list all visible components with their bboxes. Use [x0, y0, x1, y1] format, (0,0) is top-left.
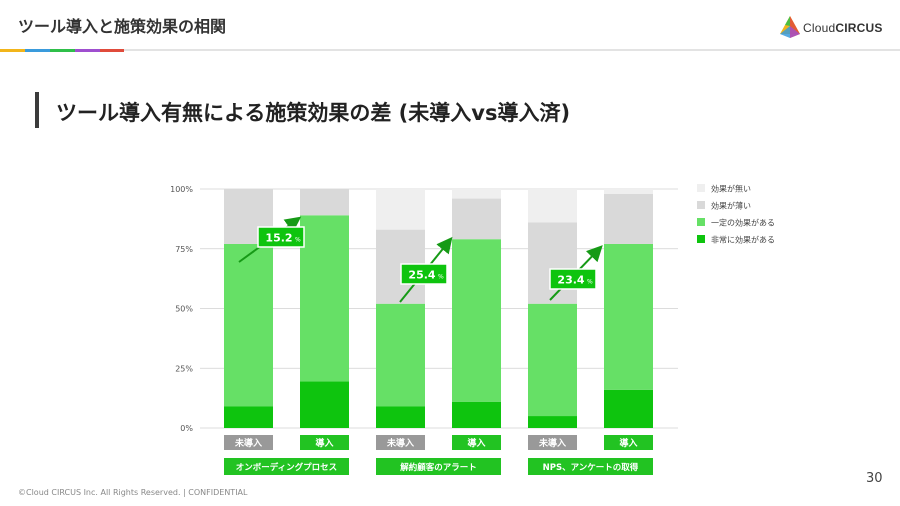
bar-label: 未導入 — [386, 437, 414, 449]
accent-bar-1 — [0, 49, 25, 52]
bar-segment-very — [604, 389, 653, 428]
bar-label: 導入 — [467, 437, 485, 449]
legend-label: 効果が薄い — [711, 201, 751, 211]
y-tick-label: 100% — [170, 185, 193, 194]
bar-label: 未導入 — [234, 437, 262, 449]
bar-segment-very — [224, 406, 273, 428]
bar-segment-none — [376, 189, 425, 230]
y-tick-label: 50% — [175, 305, 193, 314]
bar-segment-some — [224, 243, 273, 407]
group-label-box — [376, 458, 501, 475]
legend-label: 一定の効果がある — [711, 218, 775, 228]
bar-segment-very — [528, 416, 577, 428]
bar-segment-weak — [604, 193, 653, 244]
bar-segment-none — [452, 189, 501, 199]
accent-bar-3 — [50, 49, 75, 52]
legend-swatch-some — [697, 218, 705, 226]
difference-box — [549, 268, 597, 290]
cloudcircus-logo-icon — [780, 16, 800, 38]
footer-copyright: ©Cloud CIRCUS Inc. All Rights Reserved. … — [18, 488, 248, 497]
bar-label: 導入 — [315, 437, 333, 449]
slide-heading: ツール導入有無による施策効果の差 (未導入vs導入済) — [56, 101, 571, 125]
legend-swatch-none — [697, 184, 705, 192]
difference-box — [400, 263, 448, 285]
heading-marker — [35, 92, 39, 128]
group-label-box — [224, 458, 349, 475]
accent-bar-4 — [75, 49, 100, 52]
bar-label-box — [528, 435, 577, 450]
bar-segment-some — [376, 303, 425, 407]
bar-label-box — [452, 435, 501, 450]
difference-value: 15.2 — [265, 232, 292, 245]
accent-bar-2 — [25, 49, 50, 52]
group-label: オンボーディングプロセス — [236, 462, 337, 473]
bar-label-box — [604, 435, 653, 450]
difference-value: 25.4 — [408, 269, 435, 282]
bar-segment-some — [528, 303, 577, 417]
group-label-box — [528, 458, 653, 475]
bar-segment-none — [528, 189, 577, 223]
brand-name-bold: CIRCUS — [835, 21, 883, 35]
bar-segment-very — [376, 406, 425, 428]
header-title: ツール導入と施策効果の相関 — [18, 17, 227, 36]
accent-bar-5 — [100, 49, 124, 52]
bar-label: 導入 — [619, 437, 637, 449]
bar-segment-some — [604, 243, 653, 390]
difference-unit: % — [587, 279, 593, 286]
bar-segment-some — [452, 239, 501, 402]
y-tick-label: 75% — [175, 245, 193, 254]
bar-label-box — [376, 435, 425, 450]
y-tick-label: 25% — [175, 364, 193, 373]
bar-segment-very — [452, 401, 501, 428]
bar-label-box — [300, 435, 349, 450]
bar-segment-weak — [452, 198, 501, 240]
group-label: NPS、アンケートの取得 — [543, 462, 639, 473]
bar-label-box — [224, 435, 273, 450]
bar-segment-weak — [300, 189, 349, 216]
bar-segment-some — [300, 215, 349, 382]
legend-label: 効果が無い — [711, 184, 751, 194]
legend-label: 非常に効果がある — [711, 235, 775, 245]
page-number: 30 — [866, 471, 883, 486]
brand-name: CloudCIRCUS — [803, 21, 883, 35]
legend-swatch-weak — [697, 201, 705, 209]
bar-segment-weak — [528, 222, 577, 304]
bar-segment-very — [300, 381, 349, 428]
difference-unit: % — [295, 237, 301, 244]
legend-swatch-very — [697, 235, 705, 243]
bar-segment-none — [604, 189, 653, 194]
difference-unit: % — [438, 274, 444, 281]
brand-name-light: Cloud — [803, 21, 836, 35]
bar-label: 未導入 — [538, 437, 566, 449]
header-rule — [0, 49, 900, 51]
y-tick-label: 0% — [180, 424, 193, 433]
difference-value: 23.4 — [557, 274, 584, 287]
difference-box — [257, 226, 305, 248]
group-label: 解約顧客のアラート — [400, 462, 477, 473]
